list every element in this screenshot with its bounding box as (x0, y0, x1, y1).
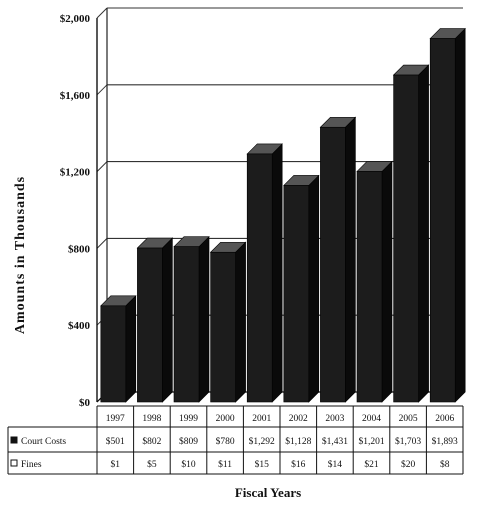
data-label: $809 (179, 436, 198, 447)
x-axis-label: Fiscal Years (235, 485, 301, 500)
legend-key (10, 436, 18, 444)
data-label: $1,201 (358, 436, 384, 447)
bar (392, 64, 430, 403)
x-tick-label: 2004 (362, 414, 381, 424)
bar (283, 174, 320, 403)
y-axis-label: Amounts in Thousands (13, 176, 28, 334)
x-tick-label: 1999 (179, 414, 198, 424)
gridline-diagonal (96, 238, 108, 249)
data-label: $1,703 (395, 436, 421, 447)
legend-entry: Fines (21, 460, 42, 470)
data-label: $11 (218, 459, 232, 470)
x-tick-label: 2002 (289, 414, 308, 424)
x-tick-label: 2005 (399, 414, 418, 424)
data-label: $21 (364, 459, 379, 470)
data-label: $501 (106, 436, 125, 447)
x-tick-label: 1998 (142, 414, 161, 424)
data-label: $15 (255, 459, 270, 470)
data-label: $20 (401, 459, 416, 470)
bar (246, 143, 283, 403)
data-label: $780 (216, 436, 235, 447)
bar (356, 160, 393, 403)
x-tick-label: 2001 (252, 414, 271, 424)
y-tick-label: $800 (68, 243, 91, 255)
bar (319, 116, 357, 403)
x-tick-label: 2000 (216, 414, 235, 424)
bar (429, 27, 466, 403)
data-label: $16 (291, 459, 306, 470)
data-label: $1 (111, 459, 121, 470)
data-label: $14 (328, 459, 343, 470)
data-table: 1997 1998 1999 2000 2001 2002 2003 2004 2005 2006… (7, 405, 464, 475)
data-label: $1,292 (249, 436, 275, 447)
y-tick-label: $400 (68, 320, 91, 332)
bars (100, 27, 466, 403)
bar (100, 295, 137, 403)
y-tick-label: $2,000 (60, 13, 91, 25)
x-tick-label: 1997 (106, 414, 125, 424)
gridline-diagonal (96, 7, 108, 19)
data-label: $1,128 (285, 436, 311, 447)
data-label: $1,893 (432, 436, 458, 447)
legend-entry: Court Costs (21, 437, 66, 447)
bar (209, 241, 247, 403)
legend-key (10, 459, 18, 467)
gridline-diagonal (96, 84, 108, 96)
x-tick-label: 2003 (325, 414, 344, 424)
bar (173, 235, 210, 403)
x-tick-label: 2006 (435, 414, 454, 424)
data-label: $8 (440, 459, 450, 470)
y-tick-label: $1,200 (60, 167, 91, 179)
y-tick-label: $0 (79, 397, 91, 409)
y-tick-labels: $0 $400 $800 $1,200 $1,600 $2,000 (60, 13, 91, 409)
y-tick-label: $1,600 (60, 90, 91, 102)
data-label: $1,431 (322, 436, 348, 447)
data-label: $802 (142, 436, 161, 447)
gridline-diagonal (96, 161, 108, 172)
bar (136, 237, 174, 403)
data-label: $10 (181, 459, 196, 470)
data-label: $5 (147, 459, 157, 470)
